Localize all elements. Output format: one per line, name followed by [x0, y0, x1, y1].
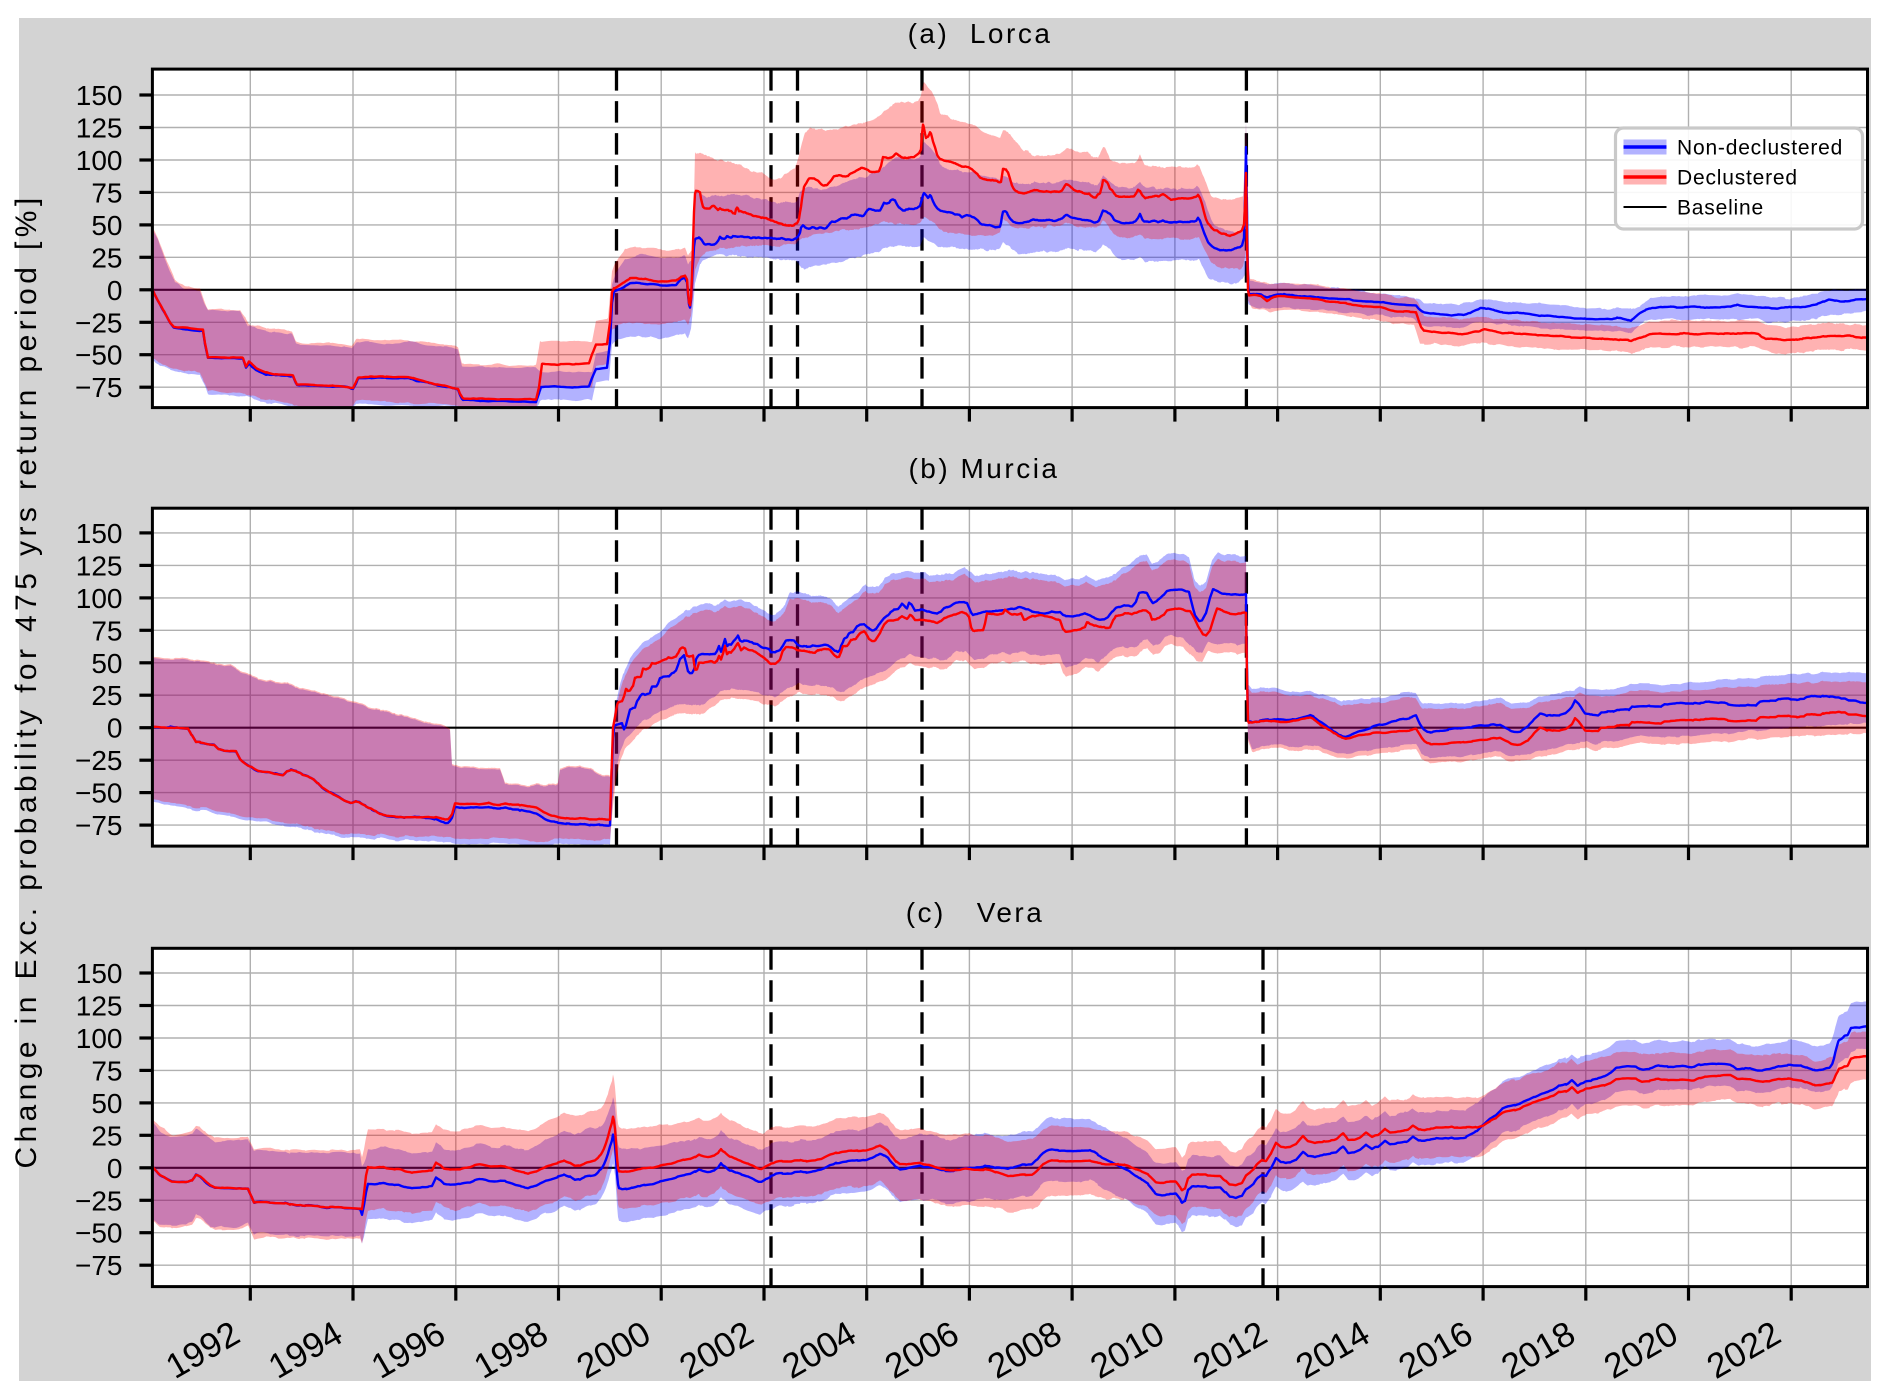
svg-text:Non-declustered: Non-declustered — [1677, 137, 1843, 160]
svg-text:125: 125 — [76, 991, 123, 1022]
svg-text:50: 50 — [91, 210, 122, 241]
svg-text:(a) Lorca: (a) Lorca — [908, 18, 1053, 49]
svg-text:−25: −25 — [75, 307, 123, 338]
svg-text:150: 150 — [76, 80, 123, 111]
svg-text:100: 100 — [76, 145, 123, 176]
svg-text:75: 75 — [91, 177, 122, 208]
svg-text:Declustered: Declustered — [1677, 167, 1798, 190]
svg-text:−75: −75 — [75, 1250, 123, 1281]
svg-text:25: 25 — [91, 680, 122, 711]
svg-text:−25: −25 — [75, 745, 123, 776]
svg-text:−50: −50 — [75, 778, 123, 809]
svg-text:150: 150 — [76, 518, 123, 549]
svg-text:−75: −75 — [75, 372, 123, 403]
svg-text:(c) Vera: (c) Vera — [906, 897, 1045, 928]
svg-text:150: 150 — [76, 958, 123, 989]
svg-text:Baseline: Baseline — [1677, 197, 1764, 220]
svg-text:−50: −50 — [75, 340, 123, 371]
svg-text:125: 125 — [76, 113, 123, 144]
svg-text:25: 25 — [91, 1120, 122, 1151]
svg-text:75: 75 — [91, 1055, 122, 1086]
svg-text:75: 75 — [91, 615, 122, 646]
svg-text:0: 0 — [107, 275, 123, 306]
svg-text:−50: −50 — [75, 1218, 123, 1249]
svg-text:100: 100 — [76, 1023, 123, 1054]
svg-text:50: 50 — [91, 648, 122, 679]
svg-text:50: 50 — [91, 1088, 122, 1119]
svg-text:−75: −75 — [75, 810, 123, 841]
svg-text:(b) Murcia: (b) Murcia — [908, 453, 1059, 484]
svg-text:100: 100 — [76, 583, 123, 614]
svg-text:0: 0 — [107, 713, 123, 744]
svg-text:−25: −25 — [75, 1185, 123, 1216]
svg-text:25: 25 — [91, 242, 122, 273]
svg-text:Change in Exc. probability for: Change in Exc. probability for 475 yrs r… — [10, 193, 43, 1168]
svg-text:125: 125 — [76, 550, 123, 581]
svg-text:0: 0 — [107, 1153, 123, 1184]
